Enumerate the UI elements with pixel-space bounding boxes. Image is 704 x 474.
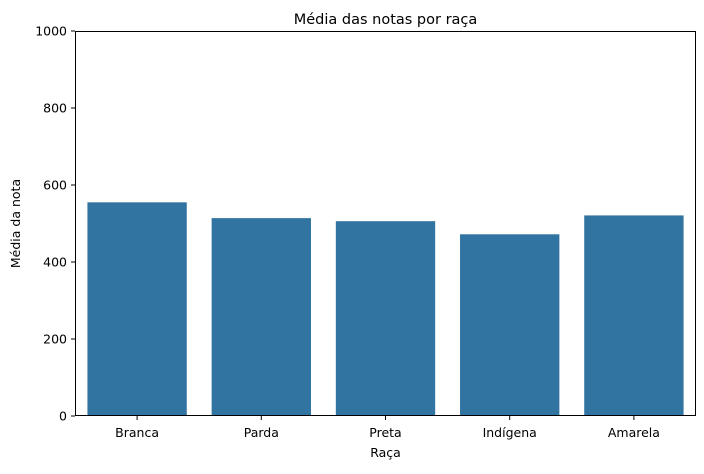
bar-amarela — [584, 215, 684, 416]
bar-parda — [211, 218, 311, 416]
x-axis: Branca Parda Preta Indígena Amarela — [115, 416, 660, 440]
x-tick-label: Parda — [244, 425, 279, 440]
y-tick-label: 400 — [43, 255, 67, 270]
bar-branca — [87, 202, 187, 416]
y-tick-label: 1000 — [35, 24, 67, 39]
y-tick-label: 200 — [43, 332, 67, 347]
y-tick-label: 800 — [43, 101, 67, 116]
plot-frame — [75, 31, 696, 416]
bar-indígena — [460, 234, 560, 416]
x-tick-label: Indígena — [483, 425, 537, 440]
x-tick-label: Amarela — [608, 425, 660, 440]
x-axis-label: Raça — [370, 445, 401, 460]
bars-layer — [87, 202, 684, 416]
y-tick-label: 600 — [43, 178, 67, 193]
chart-title: Média das notas por raça — [294, 12, 478, 28]
y-axis: 0 200 400 600 800 1000 — [35, 24, 75, 424]
bar-preta — [335, 221, 436, 416]
x-tick-label: Preta — [369, 425, 401, 440]
y-tick-label: 0 — [59, 409, 67, 424]
x-tick-label: Branca — [115, 425, 159, 440]
y-axis-label: Média da nota — [8, 179, 23, 268]
